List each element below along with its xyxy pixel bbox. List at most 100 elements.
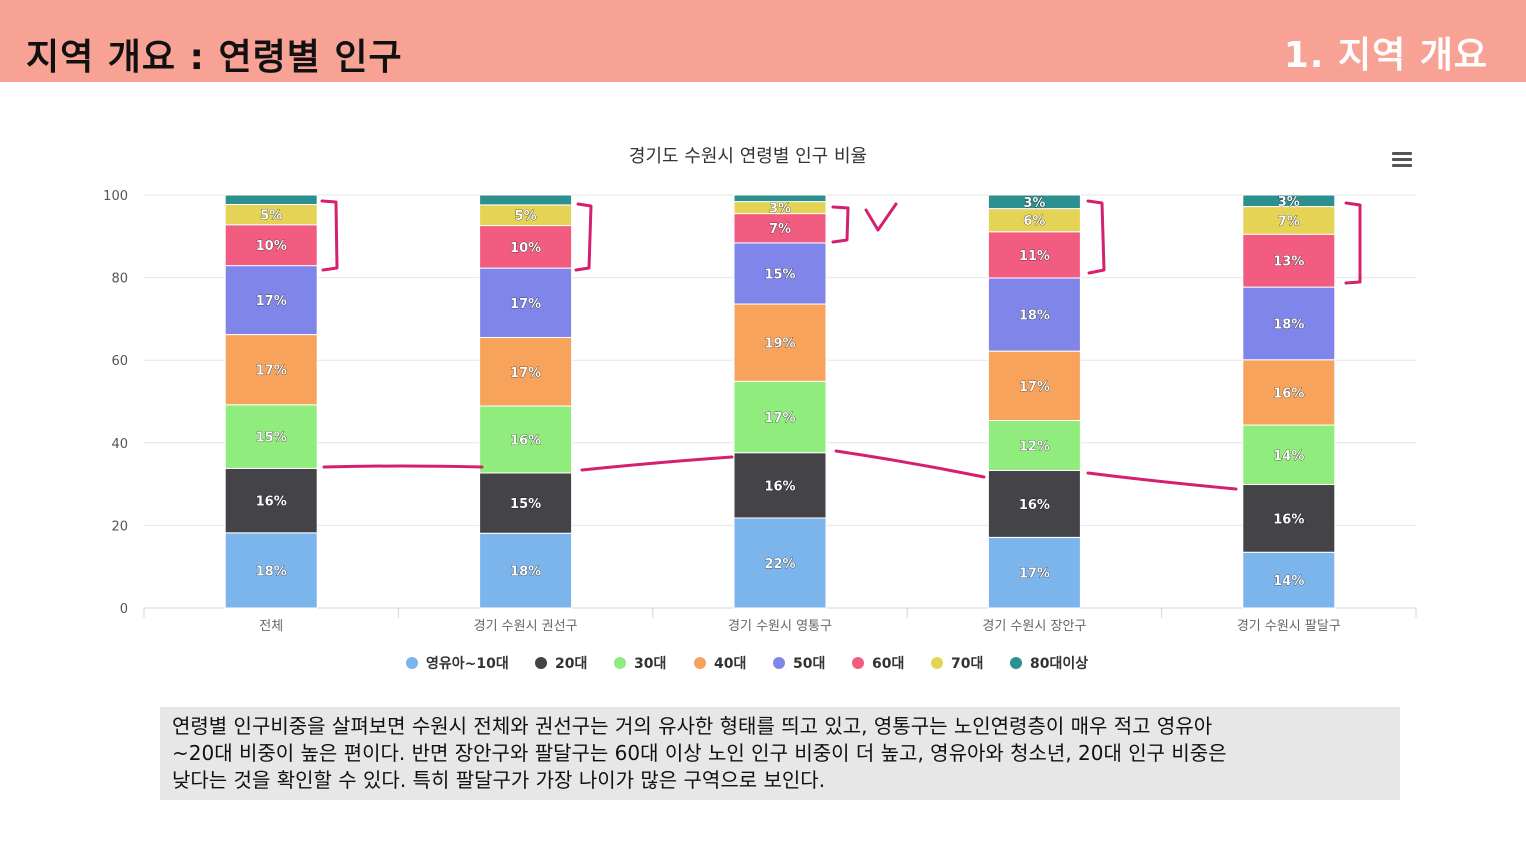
data-label: 17%: [256, 294, 287, 309]
bar-segment[interactable]: [479, 267, 573, 338]
legend-label: 20대: [555, 656, 587, 672]
data-label: 11%: [1019, 249, 1050, 264]
bar-segment[interactable]: [224, 334, 318, 406]
bar-segment[interactable]: [1242, 206, 1336, 235]
data-label: 18%: [1273, 317, 1304, 332]
bar-segment[interactable]: [479, 194, 573, 206]
x-tick-label: 경기 수원시 권선구: [474, 619, 578, 634]
slide-header: 지역 개요 : 연령별 인구 1. 지역 개요: [0, 0, 1526, 82]
legend-label: 60대: [872, 656, 904, 672]
bar-segment[interactable]: [733, 380, 827, 454]
y-tick-label: 40: [111, 437, 128, 452]
caption-line: ~20대 비중이 높은 편이다. 반면 장안구와 팔달구는 60대 이상 노인 …: [172, 741, 1227, 765]
bar-segment[interactable]: [1242, 286, 1336, 361]
data-label: 16%: [1273, 386, 1304, 401]
check-mark: [864, 202, 898, 232]
data-label: 10%: [510, 241, 541, 256]
bar-segment[interactable]: [224, 404, 318, 469]
x-tick-label: 경기 수원시 장안구: [982, 619, 1086, 634]
caption-line: 낮다는 것을 확인할 수 있다. 특히 팔달구가 가장 나이가 많은 구역으로 …: [172, 768, 826, 792]
bar-segment[interactable]: [1242, 233, 1336, 288]
y-tick-label: 20: [111, 519, 128, 534]
legend-marker: [852, 657, 864, 669]
bracket-mark-5: [1344, 201, 1362, 285]
data-label: 3%: [769, 202, 791, 217]
bar-segment[interactable]: [1242, 484, 1336, 553]
data-label: 5%: [260, 209, 282, 224]
legend-item[interactable]: 40대: [694, 656, 746, 672]
y-tick-label: 60: [111, 354, 128, 369]
bar-segment[interactable]: [1242, 194, 1336, 208]
data-label: 3%: [1278, 195, 1300, 210]
bar-segment[interactable]: [733, 303, 827, 382]
y-axis-ticks: 0 20 40 60 80 100: [103, 189, 128, 617]
x-axis-ticks: 전체 경기 수원시 권선구 경기 수원시 영통구 경기 수원시 장안구 경기 수원시 팔…: [143, 608, 1417, 634]
data-label: 18%: [1019, 309, 1050, 324]
bracket-mark-1: [320, 199, 339, 272]
bar-segment[interactable]: [224, 532, 318, 609]
bar-segment[interactable]: [733, 213, 827, 244]
data-label: 5%: [515, 209, 537, 224]
y-tick-label: 100: [103, 189, 128, 204]
legend-marker: [694, 657, 706, 669]
data-label: 15%: [764, 267, 795, 282]
hamburger-icon-bar: [1392, 164, 1412, 167]
data-label: 15%: [256, 431, 287, 446]
bracket-mark-4: [1086, 199, 1106, 275]
legend-item[interactable]: 50대: [773, 656, 825, 672]
data-label: 3%: [1023, 196, 1045, 211]
chart-menu-button[interactable]: [1389, 148, 1415, 172]
bar-segment[interactable]: [733, 242, 827, 305]
data-label: 14%: [1273, 449, 1304, 464]
bracket-mark-2: [574, 202, 593, 272]
bar-segment[interactable]: [479, 336, 573, 407]
legend-item[interactable]: 30대: [614, 656, 666, 672]
bar-segment[interactable]: [987, 419, 1081, 471]
x-tick-label: 경기 수원시 영통구: [728, 619, 832, 634]
bar-segment[interactable]: [733, 194, 827, 203]
data-label: 16%: [764, 479, 795, 494]
data-label: 17%: [256, 364, 287, 379]
data-label: 17%: [764, 411, 795, 426]
bar-segment[interactable]: [479, 532, 573, 609]
y-tick-label: 0: [120, 602, 128, 617]
bracket-mark-3: [831, 205, 850, 244]
bar-segment[interactable]: [987, 536, 1081, 609]
legend-marker: [773, 657, 785, 669]
bar-segment[interactable]: [224, 467, 318, 534]
bar-segment[interactable]: [1242, 424, 1336, 486]
legend-item[interactable]: 20대: [535, 656, 587, 672]
legend-marker: [931, 657, 943, 669]
legend-label: 30대: [634, 656, 666, 672]
legend-item[interactable]: 영유아~10대: [406, 655, 509, 672]
bar-segment[interactable]: [224, 194, 318, 205]
bar-segment[interactable]: [733, 452, 827, 519]
hamburger-icon-bar: [1392, 158, 1412, 161]
legend-item[interactable]: 70대: [931, 656, 983, 672]
legend-label: 영유아~10대: [426, 655, 509, 672]
bar-segment[interactable]: [224, 265, 318, 336]
bar-segment[interactable]: [479, 225, 573, 269]
trend-line-4: [1086, 471, 1238, 491]
data-label: 16%: [1273, 512, 1304, 527]
legend-item[interactable]: 60대: [852, 656, 904, 672]
bar-segment[interactable]: [987, 194, 1081, 210]
bar-segment[interactable]: [224, 224, 318, 267]
data-label: 7%: [769, 222, 791, 237]
bar-segment[interactable]: [479, 472, 573, 534]
data-labels: 18% 16% 15% 17% 17% 10% 5% 18% 15% 16% 17% 17% 10% 5%…: [255, 194, 1304, 589]
x-tick-label: 경기 수원시 팔달구: [1237, 619, 1341, 634]
bar-segment[interactable]: [479, 405, 573, 474]
legend-item[interactable]: 80대이상: [1010, 655, 1088, 672]
legend-marker: [535, 657, 547, 669]
data-label: 15%: [510, 497, 541, 512]
bar-segment[interactable]: [987, 231, 1081, 279]
bar-segment[interactable]: [1242, 551, 1336, 609]
bar-segment[interactable]: [987, 469, 1081, 538]
data-label: 13%: [1273, 255, 1304, 270]
y-tick-label: 80: [111, 272, 128, 287]
summary-caption: 연령별 인구비중을 살펴보면 수원시 전체와 권선구는 거의 유사한 형태를 띄…: [160, 707, 1400, 800]
legend-marker: [406, 657, 418, 669]
legend-label: 50대: [793, 656, 825, 672]
bar-segment[interactable]: [1242, 359, 1336, 426]
